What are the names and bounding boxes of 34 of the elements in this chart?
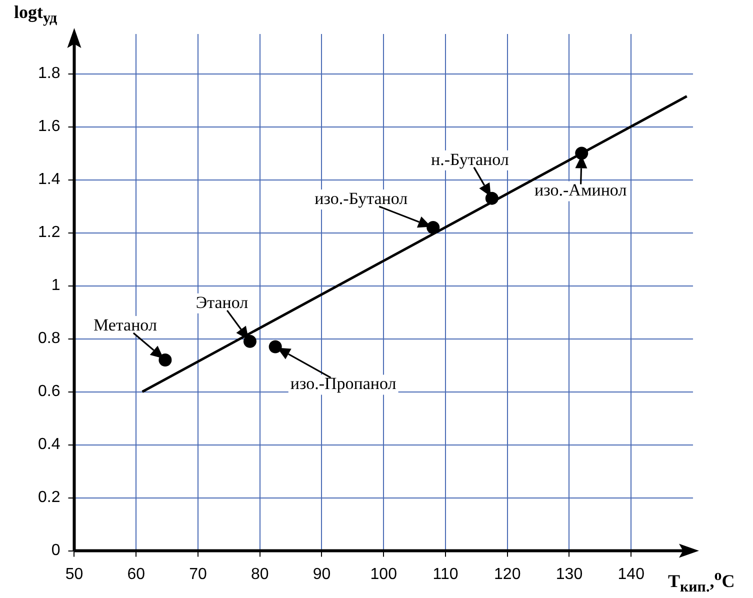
point	[158, 353, 172, 366]
x-tick-label: 90	[312, 566, 331, 583]
x-tick-label: 110	[432, 566, 458, 583]
y-tick-label: 1.2	[38, 224, 60, 242]
x-tick-label: 130	[556, 566, 583, 583]
annotation: Метанол	[93, 315, 158, 334]
y-tick-label: 1	[51, 277, 60, 294]
annotation: изо.-Аминол	[534, 180, 628, 200]
x-tick-label: 60	[127, 566, 146, 583]
y-tick-label: 0.2	[38, 489, 60, 506]
y-tick-label: 1.4	[38, 171, 60, 188]
point	[426, 220, 440, 234]
x-tick-label: 100	[370, 566, 398, 583]
annotation: Этанол	[196, 292, 249, 312]
point	[485, 192, 498, 205]
x-tick-label: 120	[494, 566, 521, 583]
annotation: изо.-Пропанол	[290, 374, 397, 394]
point	[268, 340, 282, 354]
x-tick-label: 140	[618, 566, 645, 583]
y-axis-title: logt$_{уд}$	[14, 2, 58, 28]
y-tick-label: 0.6	[38, 383, 60, 400]
annotation: изо.-Бутанол	[314, 188, 408, 208]
x-axis-title: T$_{кип.}$,$^{o}$C	[668, 568, 735, 597]
y-tick-label: 0	[51, 542, 60, 560]
x-tick-label: 50	[65, 566, 84, 583]
y-tick-label: 1.6	[38, 118, 60, 136]
annotation: н.-Бутанол	[430, 150, 510, 169]
y-tick-label: 1.8	[38, 65, 60, 82]
point	[575, 146, 588, 160]
point	[243, 334, 256, 348]
y-tick-label: 0.8	[38, 330, 60, 348]
y-tick-label: 0.4	[38, 436, 60, 454]
x-tick-label: 80	[250, 566, 269, 583]
x-tick-label: 70	[189, 566, 207, 583]
